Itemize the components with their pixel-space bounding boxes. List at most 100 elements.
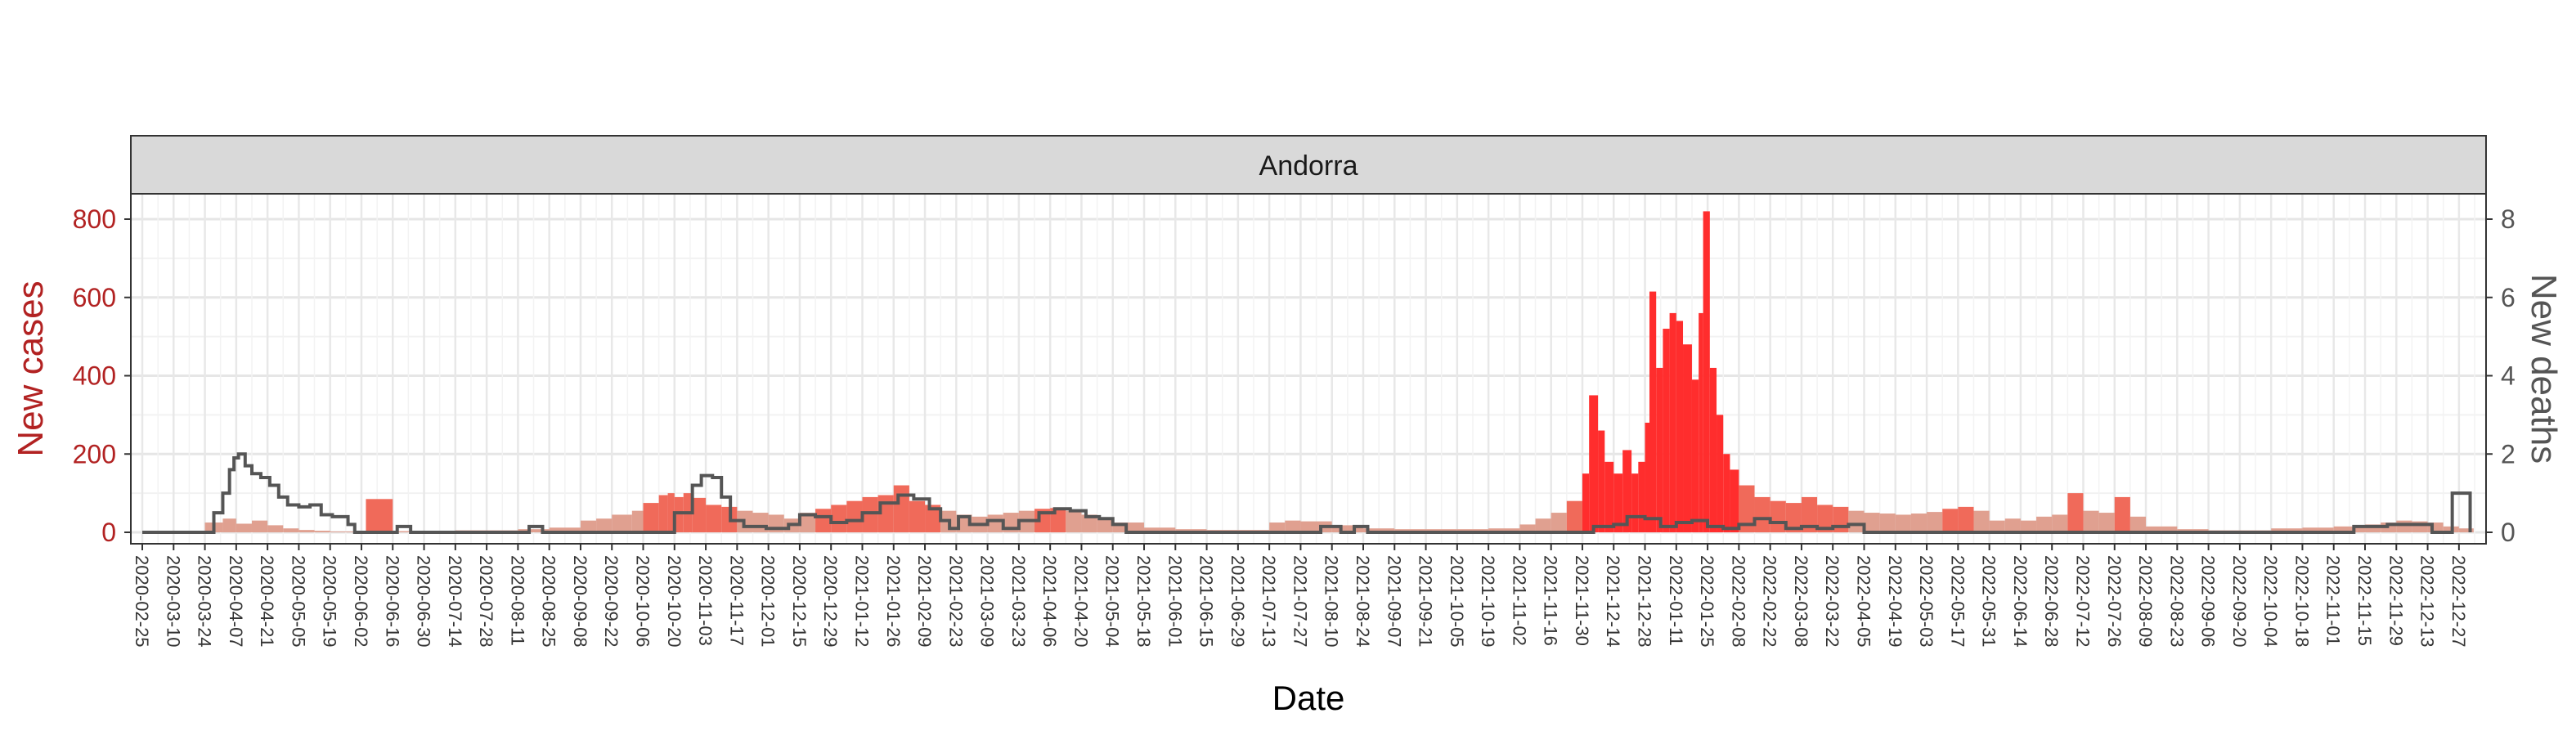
case-bar: [314, 531, 330, 532]
x-tick-label: 2020-10-06: [633, 555, 653, 648]
x-tick-label: 2021-02-09: [914, 555, 935, 648]
case-bar: [1488, 528, 1520, 532]
case-bar: [799, 513, 816, 532]
x-tick-label: 2020-08-25: [539, 555, 559, 648]
case-bar: [1669, 312, 1676, 532]
case-bar: [674, 496, 684, 532]
case-bar: [1683, 344, 1692, 532]
case-bar: [1551, 513, 1567, 532]
case-bar: [251, 520, 268, 532]
case-bar: [580, 520, 597, 532]
y-tick-label-left: 800: [73, 204, 116, 234]
case-bar: [1973, 510, 1990, 532]
x-tick-label: 2020-12-29: [820, 555, 841, 648]
x-tick-label: 2020-11-03: [695, 555, 716, 646]
case-bar: [1598, 430, 1605, 532]
case-bar: [1703, 211, 1710, 532]
x-tick-label: 2021-03-23: [1008, 555, 1029, 648]
x-tick-label: 2020-02-25: [132, 555, 152, 648]
case-bar: [1864, 513, 1880, 532]
case-bar: [518, 529, 550, 532]
case-bar: [330, 531, 366, 532]
x-tick-label: 2021-07-13: [1259, 555, 1279, 648]
x-tick-label: 2021-12-14: [1603, 555, 1623, 648]
x-tick-label: 2020-07-28: [476, 555, 496, 648]
case-bar: [2365, 524, 2381, 532]
y-tick-label-left: 400: [73, 361, 116, 391]
case-bar: [831, 505, 847, 532]
case-bar: [1582, 473, 1590, 532]
x-tick-label: 2020-03-10: [163, 555, 183, 648]
case-bar: [862, 496, 878, 532]
case-bar: [1927, 512, 1943, 532]
x-tick-label: 2022-01-11: [1666, 555, 1686, 646]
case-bar: [815, 509, 832, 532]
case-bar: [2396, 520, 2412, 532]
case-bar: [2083, 510, 2099, 532]
case-bar: [893, 485, 909, 532]
x-tick-label: 2022-04-19: [1885, 555, 1905, 648]
case-bar: [1589, 395, 1599, 532]
y-axis-right-title: New deaths: [2524, 274, 2564, 464]
x-tick-label: 2022-11-01: [2323, 555, 2344, 646]
panel-strip: [130, 135, 2487, 195]
case-bar: [1638, 461, 1645, 532]
case-bar: [2004, 518, 2021, 532]
x-tick-label: 2021-09-21: [1416, 555, 1436, 648]
case-bar: [2146, 526, 2178, 532]
x-tick-label: 2020-07-14: [445, 555, 465, 648]
case-bar: [1300, 521, 1332, 532]
x-tick-label: 2021-08-10: [1322, 555, 1342, 648]
case-bar: [2427, 522, 2444, 532]
x-tick-label: 2022-09-06: [2198, 555, 2219, 648]
case-bar: [1066, 510, 1082, 532]
case-bar: [1989, 520, 2005, 532]
case-bar: [1362, 528, 1395, 532]
case-bar: [1801, 496, 1818, 532]
y-tick-label-right: 8: [2501, 204, 2515, 234]
case-bar: [1622, 450, 1632, 532]
case-bar: [366, 499, 393, 532]
case-bar: [2302, 527, 2334, 532]
x-tick-label: 2021-08-24: [1353, 555, 1373, 648]
x-tick-label: 2022-02-08: [1728, 555, 1748, 648]
x-tick-label: 2021-05-18: [1133, 555, 1154, 648]
x-tick-label: 2022-06-28: [2041, 555, 2062, 648]
x-tick-label: 2020-03-24: [195, 555, 215, 648]
case-bar: [1097, 518, 1113, 532]
x-tick-label: 2021-02-23: [945, 555, 966, 648]
x-tick-label: 2022-07-12: [2072, 555, 2093, 648]
x-tick-label: 2020-11-17: [726, 555, 747, 646]
case-bar: [1848, 510, 1865, 532]
x-tick-label: 2022-10-04: [2260, 555, 2281, 648]
x-tick-label: 2021-11-16: [1541, 555, 1561, 646]
y-tick-label-right: 6: [2501, 283, 2515, 312]
case-bar: [925, 505, 941, 532]
x-tick-label: 2022-08-23: [2166, 555, 2187, 648]
x-tick-label: 2020-06-30: [414, 555, 434, 648]
case-bar: [1958, 506, 1974, 532]
x-tick-label: 2020-09-22: [601, 555, 622, 648]
y-tick-label-left: 600: [73, 283, 116, 312]
x-tick-label: 2022-05-31: [1979, 555, 1999, 648]
case-bar: [1645, 422, 1649, 532]
x-tick-label: 2022-09-20: [2229, 555, 2250, 648]
x-tick-label: 2021-10-05: [1447, 555, 1467, 648]
case-bar: [1112, 522, 1145, 532]
case-bar: [1331, 525, 1363, 532]
case-bar: [1676, 321, 1684, 532]
x-tick-label: 2022-11-15: [2354, 555, 2375, 646]
case-bar: [2020, 520, 2037, 532]
plot-background: [131, 194, 2486, 544]
x-tick-label: 2022-05-03: [1916, 555, 1936, 648]
case-bar: [2271, 528, 2303, 532]
case-bar: [2458, 528, 2474, 532]
case-bar: [2067, 493, 2084, 532]
case-bar: [1723, 454, 1730, 532]
x-tick-label: 2021-03-09: [977, 555, 998, 648]
case-bar: [631, 510, 644, 532]
case-bar: [2052, 514, 2068, 532]
case-bar: [1269, 522, 1286, 532]
x-axis-title: Date: [1272, 679, 1345, 717]
